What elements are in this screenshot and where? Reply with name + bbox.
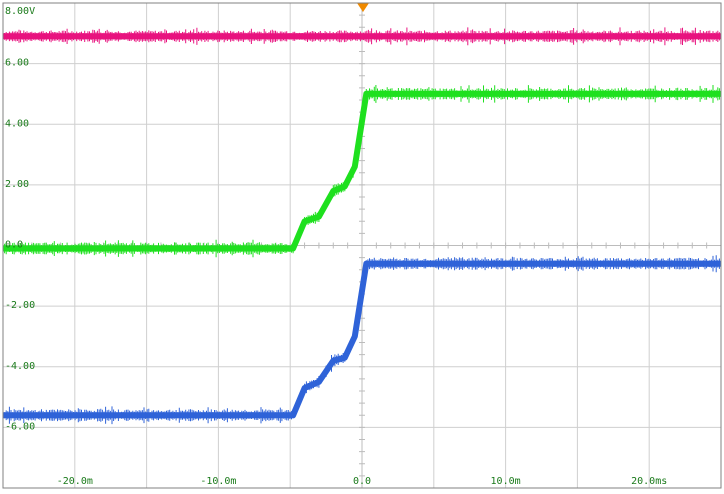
series-layer — [2, 27, 721, 425]
x-tick-label: 10.0m — [491, 476, 521, 487]
y-tick-label: -2.00 — [5, 300, 35, 311]
y-tick-label: -6.00 — [5, 421, 35, 432]
y-tick-label: 8.00V — [5, 6, 35, 17]
y-tick-label: 6.00 — [5, 58, 29, 69]
x-tick-label: 20.0ms — [631, 476, 667, 487]
y-tick-label: 2.00 — [5, 179, 29, 190]
x-tick-label: -10.0m — [200, 476, 236, 487]
x-tick-label: -20.0m — [57, 476, 93, 487]
x-tick-label: 0.0 — [353, 476, 371, 487]
y-tick-label: 4.00 — [5, 118, 29, 129]
y-tick-label: -4.00 — [5, 361, 35, 372]
tick-labels: 8.00V 6.00 4.00 2.00 0.0 -2.00 -4.00 -6.00 -20.0… — [5, 6, 667, 487]
trigger-marker-icon — [357, 3, 369, 12]
y-tick-label: 0.0 — [5, 240, 23, 251]
